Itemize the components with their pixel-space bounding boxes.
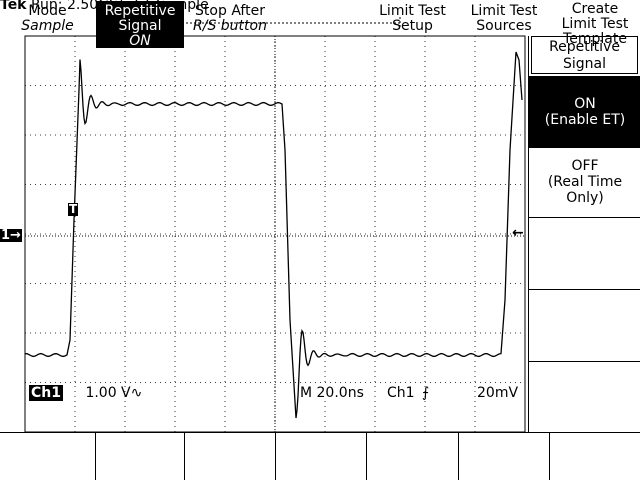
- stop-after-button[interactable]: Stop After R/S button: [185, 1, 275, 48]
- repetitive-off-line2: (Real Time: [547, 174, 623, 190]
- trigger-point-marker: T: [68, 202, 79, 216]
- trigger-slope-icon: ⨍: [422, 385, 430, 401]
- mode-value: Sample: [21, 18, 74, 34]
- side-menu-divider: [529, 289, 640, 290]
- bottom-menu: [0, 432, 640, 481]
- repetitive-signal-button[interactable]: Repetitive Signal ON: [96, 1, 184, 49]
- limit-sources-line1: Limit Test: [470, 3, 538, 19]
- create-template-line1: Create: [571, 1, 619, 17]
- bottom-menu-divider: [549, 433, 550, 480]
- limit-sources-line2: Sources: [476, 18, 532, 34]
- channel1-badge: Ch1: [29, 385, 63, 401]
- limit-setup-line2: Setup: [392, 18, 433, 34]
- repetitive-off-button[interactable]: OFF (Real Time Only): [529, 158, 640, 218]
- side-menu-title: Repetitive Signal: [531, 36, 638, 74]
- repetitive-on-line2: (Enable ET): [544, 112, 626, 128]
- bottom-menu-divider: [366, 433, 367, 480]
- side-menu-title-line1: Repetitive: [549, 39, 620, 55]
- bottom-menu-divider: [275, 433, 276, 480]
- repetitive-off-line3: Only): [566, 190, 604, 206]
- mode-label: Mode: [28, 3, 67, 19]
- side-menu-divider: [529, 361, 640, 362]
- channel1-ground-marker: 1→: [0, 228, 22, 243]
- bottom-menu-divider: [95, 433, 96, 480]
- repetitive-on-button[interactable]: ON (Enable ET): [529, 76, 640, 148]
- create-template-line3: Template: [563, 31, 627, 47]
- side-menu: Repetitive Signal ON (Enable ET) OFF (Re…: [528, 36, 640, 432]
- brand-label: Tek: [0, 0, 27, 13]
- limit-setup-line1: Limit Test: [379, 3, 446, 19]
- side-menu-empty-slot-5[interactable]: [529, 362, 640, 432]
- trigger-level-arrow-icon: ←: [512, 225, 524, 241]
- mode-button[interactable]: Mode Sample: [0, 1, 95, 48]
- limit-test-sources-button[interactable]: Limit Test Sources: [459, 1, 549, 48]
- run-state-label: Run:: [30, 0, 63, 13]
- trigger-source-readout: Ch1: [387, 385, 415, 401]
- repetitive-label-line1: Repetitive: [104, 3, 176, 19]
- side-menu-title-line2: Signal: [562, 56, 606, 72]
- limit-test-setup-button[interactable]: Limit Test Setup: [367, 1, 458, 48]
- bottom-menu-divider: [458, 433, 459, 480]
- create-limit-template-button[interactable]: Create Limit Test Template: [550, 1, 640, 48]
- repetitive-value: ON: [129, 33, 151, 49]
- side-menu-empty-slot-4[interactable]: [529, 290, 640, 362]
- repetitive-off-line1: OFF: [571, 158, 599, 174]
- bottom-menu-divider: [184, 433, 185, 480]
- create-template-line2: Limit Test: [561, 16, 629, 32]
- trigger-level-readout: 20mV: [477, 385, 519, 401]
- bottom-empty-slot-4[interactable]: [276, 1, 366, 48]
- timebase-readout: M 20.0ns: [300, 385, 364, 401]
- side-menu-empty-slot-3[interactable]: [529, 218, 640, 290]
- bandwidth-limit-icon: ∿: [130, 385, 143, 401]
- stop-after-label: Stop After: [195, 3, 265, 19]
- volts-per-div: 1.00 V: [85, 385, 131, 401]
- graticule-grid: [24, 35, 526, 433]
- channel-readout: Ch1 1.00 V∿: [29, 385, 142, 401]
- repetitive-label-line2: Signal: [118, 18, 162, 34]
- stop-after-value: R/S button: [193, 18, 267, 34]
- ch1-waveform-trace: [25, 51, 523, 419]
- repetitive-on-line1: ON: [574, 96, 596, 112]
- side-menu-divider: [529, 217, 640, 218]
